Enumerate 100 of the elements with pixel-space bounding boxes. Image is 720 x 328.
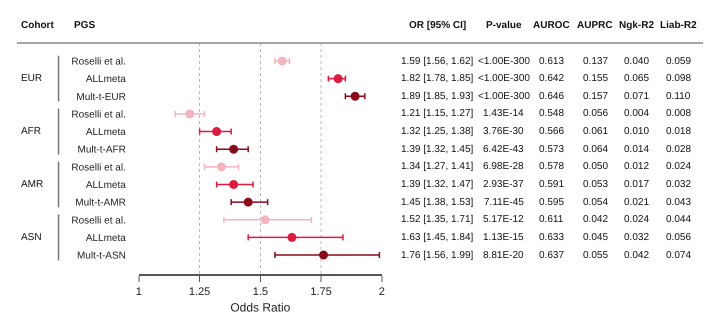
text: Cohort [21,20,54,31]
y-tick-label: Mult-t-ASN [76,250,126,262]
text: Liab-R2 [660,20,698,31]
text: 0.098 [666,73,692,84]
text: 0.055 [583,250,608,261]
point [185,109,194,118]
text: P-value [486,20,522,31]
y-tick-label: Mult-t-AFR [78,144,126,156]
text: 0.074 [666,250,692,261]
y-tick-label: ALLmeta [86,127,126,138]
text: 6.42E-43 [483,144,524,155]
x-axis-title: Odds Ratio [230,300,291,314]
point [334,74,343,84]
x-tick-label: 2 [378,286,385,298]
text: 6.98E-28 [483,161,524,172]
point [229,144,238,154]
text: 1.43E-14 [483,108,524,119]
text: 0.591 [539,179,564,190]
data-label: 1.39 [1.32, 1.45] [401,144,474,155]
data-label: 1.34 [1.27, 1.41] [401,161,474,172]
data-label: 1.21 [1.15, 1.27] [401,108,474,119]
text: 0.064 [583,144,608,155]
text: 3.76E-30 [483,126,524,137]
text: 0.012 [624,161,650,172]
text: 0.637 [539,250,564,261]
text: 8.81E-20 [483,250,524,261]
text: 0.045 [583,232,608,243]
text: 0.032 [624,232,650,243]
text: 7.11E-45 [484,197,524,208]
text: 0.611 [539,214,564,225]
text: <1.00E-300 [478,91,530,102]
x-tick-label: 1 [136,286,142,298]
text: 0.043 [666,197,692,208]
y-tick-label: Roselli et al. [71,56,126,68]
text: 0.021 [624,197,650,208]
text: 0.110 [666,91,691,102]
point [260,215,270,224]
text: 0.137 [583,56,608,67]
data-label: 1.76 [1.56, 1.99] [401,250,474,261]
data-label: 1.52 [1.35, 1.71] [401,214,474,225]
data-label: 1.45 [1.38, 1.53] [401,197,474,208]
text: 0.004 [624,108,650,119]
text: EUR [21,73,42,84]
data-label: 1.59 [1.56, 1.62] [401,56,474,67]
text: 5.17E-12 [483,214,524,225]
text: PGS [74,20,96,31]
text: 0.032 [666,179,692,190]
text: 0.040 [624,56,650,67]
x-tick-label: 1.5 [252,286,268,298]
text: 0.056 [666,232,692,243]
text: 0.059 [666,56,692,67]
text: 0.157 [583,91,608,102]
y-tick-label: ALLmeta [86,232,126,244]
text: OR [95% CI] [409,20,466,31]
point [319,250,328,260]
y-tick-label: ALLmeta [86,180,126,191]
data-label: 1.89 [1.85, 1.93] [401,91,474,102]
text: 0.071 [624,91,650,102]
text: 0.578 [539,161,564,172]
text: 0.613 [539,56,564,67]
point [350,92,360,101]
text: <1.00E-300 [478,56,530,67]
text: AMR [21,179,44,190]
text: 0.050 [583,161,608,172]
text: 0.646 [539,91,564,102]
text: 0.633 [539,232,564,243]
text: Ngk-R2 [619,20,654,31]
text: 2.93E-37 [483,179,524,190]
point [229,180,238,189]
text: 0.008 [666,108,692,119]
text: 0.054 [583,197,608,208]
point [278,56,287,66]
data-label: 1.82 [1.78, 1.85] [401,73,474,84]
text: 0.061 [583,126,608,137]
y-tick-label: Mult-t-EUR [76,92,126,103]
text: ASN [21,232,42,243]
data-label: 1.63 [1.45, 1.84] [401,232,474,243]
text: 0.053 [583,179,608,190]
y-tick-label: Roselli et al. [71,215,126,226]
x-tick-label: 1.25 [188,286,210,298]
text: 1.13E-15 [483,232,524,243]
text: 0.065 [624,73,650,84]
point [216,162,226,172]
text: AFR [21,126,41,137]
text: 0.017 [624,179,650,190]
text: AUROC [533,20,570,31]
point [212,127,222,136]
text: 0.028 [666,144,692,155]
y-tick-label: ALLmeta [86,74,126,86]
text: 0.595 [539,197,564,208]
text: 0.044 [666,214,692,225]
y-tick-label: Mult-t-AMR [75,198,126,209]
x-tick-label: 1.75 [310,286,332,298]
point [244,198,253,207]
text: 0.042 [583,214,608,225]
text: 0.042 [624,250,650,261]
text: <1.00E-300 [478,73,530,84]
y-tick-label: Roselli et al. [71,162,126,174]
data-label: 1.39 [1.32, 1.47] [401,179,474,190]
point [287,232,296,242]
